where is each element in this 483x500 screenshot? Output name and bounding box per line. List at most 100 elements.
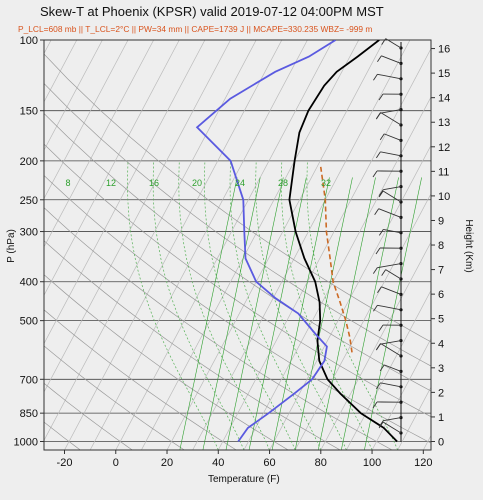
x-tick-label: 120: [414, 457, 432, 469]
moist-adiabat: [229, 160, 322, 450]
wind-barb-flag: [381, 269, 387, 276]
wind-barb: [380, 112, 402, 126]
wind-barb-flag: [378, 189, 384, 196]
dry-adiabat: [44, 83, 431, 367]
mixing-ratio-label: 24: [235, 178, 245, 188]
wind-barb-flag: [377, 286, 382, 294]
height-tick-label: 15: [438, 68, 450, 80]
y-tick-label: 200: [20, 156, 38, 168]
wind-barb: [383, 186, 402, 191]
y-tick-label: 850: [20, 408, 38, 420]
wind-barb: [381, 286, 402, 295]
dry-adiabat: [44, 207, 393, 450]
isotherm: [44, 40, 231, 393]
wind-barb: [385, 38, 402, 49]
dry-adiabat: [44, 240, 341, 450]
mixing-ratio-line: [294, 177, 353, 450]
height-tick-label: 14: [438, 93, 450, 105]
y-tick-label: 1000: [14, 436, 38, 448]
dry-adiabat: [44, 309, 237, 450]
mixing-ratio-line: [271, 177, 330, 450]
mixing-ratio-line: [341, 177, 399, 450]
y-axis-label: P (hPa): [6, 229, 17, 263]
mixing-ratio-line: [364, 177, 422, 450]
wind-barb-flag: [377, 55, 382, 63]
height-tick-label: 12: [438, 142, 450, 154]
y-tick-label: 100: [20, 35, 38, 47]
background-grid: [44, 40, 431, 450]
dewpoint-line: [195, 40, 337, 443]
wind-barb-flag: [378, 229, 384, 236]
wind-barb-flag: [379, 133, 385, 141]
wind-barb-flag: [378, 93, 384, 101]
mixing-ratio-label: 8: [65, 178, 70, 188]
height-tick-label: 11: [438, 166, 449, 178]
x-tick-label: 80: [315, 457, 327, 469]
height-axis-label: Height (Km): [463, 219, 474, 272]
x-tick-label: 40: [212, 457, 224, 469]
isotherm: [44, 40, 257, 442]
wind-barb: [378, 208, 402, 218]
x-tick-label: 20: [161, 457, 173, 469]
wind-barbs: [372, 38, 403, 442]
mixing-ratio-label: 20: [192, 178, 202, 188]
wind-barb-flag: [373, 305, 378, 312]
x-tick-label: 0: [113, 457, 119, 469]
wind-barb-flag: [379, 364, 385, 372]
x-tick-label: 100: [363, 457, 381, 469]
isotherm: [44, 40, 154, 248]
mixing-ratio-labels: 8 12 16 20 24 28 32: [65, 178, 331, 188]
height-tick-label: 6: [438, 289, 444, 301]
moist-adiabat: [306, 160, 399, 450]
wind-barb: [380, 151, 402, 157]
height-tick-label: 13: [438, 117, 450, 129]
isotherm: [44, 40, 180, 297]
isotherm: [320, 241, 431, 450]
wind-barb-flag: [376, 112, 381, 119]
wind-barb-flag: [378, 190, 384, 198]
mixing-ratio-line: [202, 177, 261, 450]
isotherm: [115, 40, 334, 450]
wind-barb-flag: [375, 247, 381, 255]
mixing-ratio-label: 28: [278, 178, 288, 188]
plot-frame: [43, 39, 432, 451]
height-tick-label: 7: [438, 265, 444, 277]
x-tick-label: -20: [57, 457, 73, 469]
dry-adiabat: [44, 274, 289, 450]
isotherm: [44, 40, 103, 151]
wind-barb-flag: [376, 382, 381, 390]
axes: -20 0 20 40 60 80 100 1201001502002503004005007…: [14, 35, 451, 469]
wind-barb-flag: [378, 421, 384, 429]
height-tick-label: 0: [438, 436, 444, 448]
isotherm: [371, 338, 431, 450]
height-tick-label: 3: [438, 363, 444, 375]
wind-barb: [377, 304, 402, 311]
wind-barb-flag: [376, 343, 381, 350]
wind-barb: [381, 55, 402, 64]
mixing-ratio-line: [248, 177, 307, 450]
moist-adiabat: [127, 160, 219, 450]
dry-adiabat: [44, 143, 431, 418]
y-tick-label: 400: [20, 277, 38, 289]
wind-barb-flag: [381, 38, 387, 45]
mixing-ratio-line: [179, 177, 238, 450]
wind-barb: [377, 263, 402, 269]
dry-adiabat: [44, 53, 431, 343]
wind-barb: [382, 421, 402, 434]
height-tick-label: 8: [438, 240, 444, 252]
wind-barb: [384, 364, 402, 372]
wind-barb-flag: [374, 208, 379, 215]
height-tick-label: 1: [438, 412, 444, 424]
parcel-line: [319, 165, 353, 353]
isotherm: [44, 40, 206, 345]
chart-subtitle: P_LCL=608 mb || T_LCL=2°C || PW=34 mm ||…: [18, 24, 372, 34]
chart-title: Skew-T at Phoenix (KPSR) valid 2019-07-1…: [40, 4, 384, 19]
isotherm: [141, 40, 359, 450]
wind-barb: [377, 73, 402, 80]
wind-barb-flag: [372, 267, 378, 274]
dry-adiabat: [44, 345, 185, 450]
wind-barb: [383, 228, 402, 234]
moist-adiabat: [203, 160, 296, 450]
isotherm: [166, 40, 385, 450]
